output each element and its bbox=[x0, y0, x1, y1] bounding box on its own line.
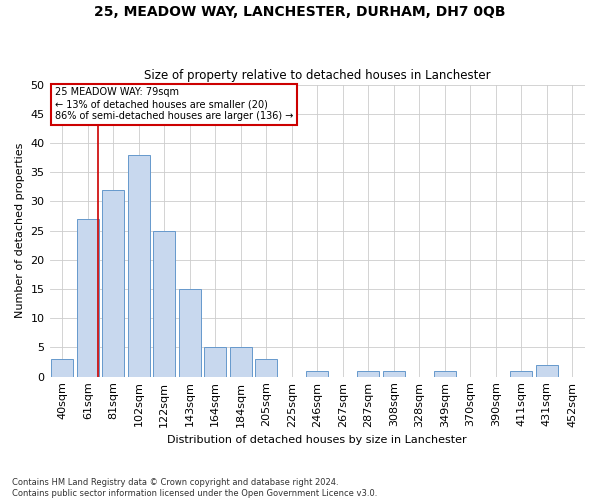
Bar bbox=[358, 371, 379, 376]
Bar bbox=[77, 219, 98, 376]
Bar bbox=[511, 371, 532, 376]
Bar bbox=[179, 289, 200, 376]
Text: 25 MEADOW WAY: 79sqm
← 13% of detached houses are smaller (20)
86% of semi-detac: 25 MEADOW WAY: 79sqm ← 13% of detached h… bbox=[55, 88, 293, 120]
Bar bbox=[52, 359, 73, 376]
Bar bbox=[230, 348, 251, 376]
Y-axis label: Number of detached properties: Number of detached properties bbox=[15, 143, 25, 318]
Bar bbox=[154, 230, 175, 376]
Bar bbox=[205, 348, 226, 376]
Bar bbox=[536, 365, 557, 376]
Bar bbox=[103, 190, 124, 376]
X-axis label: Distribution of detached houses by size in Lanchester: Distribution of detached houses by size … bbox=[167, 435, 467, 445]
Title: Size of property relative to detached houses in Lanchester: Size of property relative to detached ho… bbox=[144, 69, 491, 82]
Bar bbox=[434, 371, 455, 376]
Bar bbox=[128, 154, 149, 376]
Text: 25, MEADOW WAY, LANCHESTER, DURHAM, DH7 0QB: 25, MEADOW WAY, LANCHESTER, DURHAM, DH7 … bbox=[94, 5, 506, 19]
Bar bbox=[383, 371, 404, 376]
Text: Contains HM Land Registry data © Crown copyright and database right 2024.
Contai: Contains HM Land Registry data © Crown c… bbox=[12, 478, 377, 498]
Bar bbox=[256, 359, 277, 376]
Bar bbox=[307, 371, 328, 376]
